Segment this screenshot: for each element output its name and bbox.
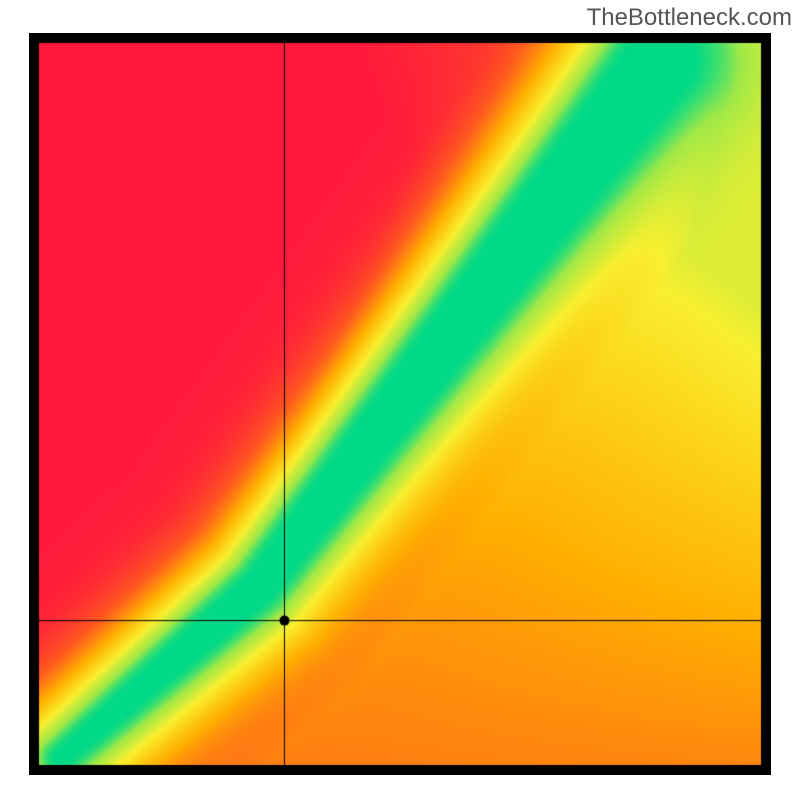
heatmap-canvas [29,33,771,775]
heatmap-plot [29,33,771,775]
watermark-text: TheBottleneck.com [587,4,792,32]
